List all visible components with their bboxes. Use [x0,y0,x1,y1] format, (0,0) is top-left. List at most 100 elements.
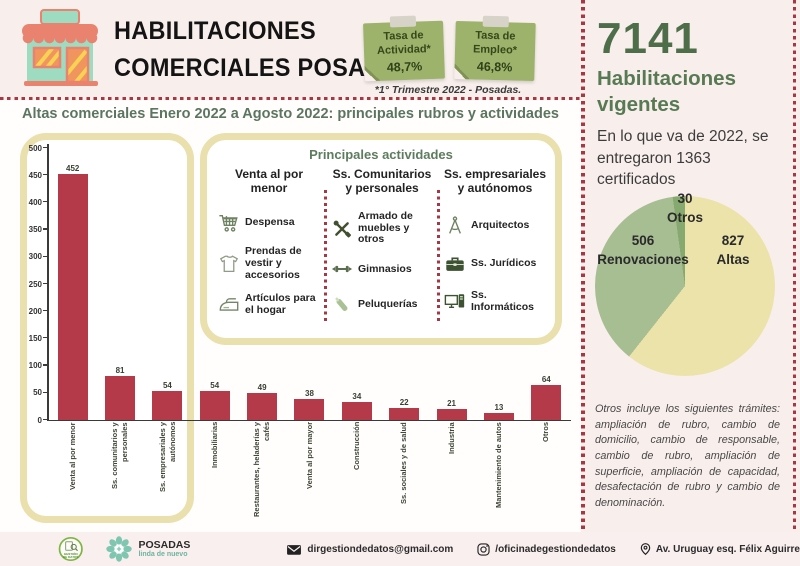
x-tick-label: Restaurantes, heladerías y cafés [252,422,272,518]
contact-address: Av. Uruguay esq. Félix Aguirre [640,542,800,556]
briefcase-icon [443,252,467,276]
pie-name-altas: Altas [716,251,750,267]
svg-text:GESTIÓN: GESTIÓN [64,551,78,556]
bar-value-label: 81 [115,365,125,375]
activity-items: Armado de muebles y otros Gimnasios Peluqu… [330,200,434,328]
tall-highlight-box [20,133,194,523]
activity-label: Armado de muebles y otros [358,209,413,246]
activities-box: Principales actividades Venta al por men… [200,133,562,345]
y-tick-label: 150 [28,333,42,343]
bar-slot: 64 [523,375,570,420]
activity-label: Prendas de vestir y accesorios [245,245,302,281]
x-tick-label: Inmobiliarias [209,422,219,469]
pie-label-altas: 827 Altas [691,232,775,270]
bar [436,408,467,420]
activity-item: Artículos para el hogar [217,292,321,317]
activities-columns: Venta al por menor Despensa Prendas de ves… [207,162,555,328]
x-label-slot: Construcción [333,422,380,520]
activity-column: Ss. Comunitarios y personales Armado de m… [330,166,434,328]
y-tick-mark [43,228,47,230]
bar-slot: 38 [286,389,333,420]
activities-title: Principales actividades [309,147,453,162]
x-label-slot: Mantenimiento de autos [475,422,522,520]
bar [341,401,372,420]
activity-items: Arquitectos Ss. Jurídicos Ss. Informáticos [443,200,547,328]
y-tick-mark [43,418,47,420]
y-tick-mark [43,146,47,148]
activity-items: Despensa Prendas de vestir y accesorios Ar… [217,200,321,328]
bar [531,385,562,420]
bar [199,390,230,420]
bar-value-label: 54 [162,380,172,390]
right-panel: 7141 Habilitaciones vigentes En lo que v… [585,0,793,532]
envelope-icon [287,544,302,555]
y-tick-label: 250 [28,279,42,289]
y-tick-label: 350 [28,225,42,235]
x-tick-label: Construcción [351,422,361,471]
y-tick-label: 200 [28,306,42,316]
x-tick-label: Otros [541,422,551,443]
bar-slot: 81 [96,366,143,420]
y-tick-label: 100 [28,361,42,371]
bar [389,408,420,420]
vertical-dotted-divider-right [793,0,796,532]
drafting-compass-icon [443,214,467,238]
activity-item: Despensa [217,211,321,235]
activity-item: Prendas de vestir y accesorios [217,245,321,281]
bar-slot: 21 [428,399,475,420]
bars-row: 452 81 54 54 49 38 34 22 21 13 64 [49,140,570,420]
storefront-icon [22,9,98,86]
footer: GESTIÓN DE DATOS POSADAS [0,532,800,566]
y-tick-mark [43,337,47,339]
bar-value-label: 49 [257,383,267,393]
employment-rate-note: Tasa de Empleo* 46,8% [454,20,536,82]
y-tick-mark [43,174,47,176]
x-labels-row: Venta al por menor Ss. comunitarios y per… [49,422,570,520]
plot-area: 452 81 54 54 49 38 34 22 21 13 64 0 50 100 150 200 250 3… [26,140,574,425]
x-label-slot: Ss. sociales y de salud [381,422,428,520]
x-tick-label: Mantenimiento de autos [494,422,504,508]
posadas-logo: POSADAS linda de nuevo [105,535,190,563]
contact-email: dirgestiondedatos@gmail.com [286,543,453,556]
bar-value-label: 34 [352,391,362,401]
bar-value-label: 21 [447,398,456,408]
activity-item: Gimnasios [330,257,434,281]
activity-label: Gimnasios [358,262,412,275]
bar-slot: 13 [475,403,522,420]
x-tick-label: Venta al por menor [67,422,77,490]
x-axis-line [47,419,571,421]
bar [247,393,278,420]
x-label-slot: Otros [523,422,570,520]
vertical-dotted-divider-main [581,0,585,532]
y-tick-mark [43,255,47,257]
bar-value-label: 38 [305,389,314,399]
x-label-slot: Restaurantes, heladerías y cafés [238,422,285,520]
activity-column-heading: Ss. empresariales y autónomos [443,167,547,195]
x-label-slot: Inmobiliarias [191,422,238,520]
bar [57,174,88,420]
bar-value-label: 64 [541,375,551,385]
y-tick-label: 500 [28,143,42,153]
activity-label: Despensa [245,216,295,228]
x-tick-label: Ss. empresariales y autónomos [157,422,177,493]
y-tick-mark [43,391,47,393]
activity-item: Armado de muebles y otros [330,209,434,246]
employment-rate-value: 46,8% [476,59,513,74]
activity-item: Ss. Jurídicos [443,252,547,276]
activity-rate-value: 48,7% [386,58,423,75]
activity-column-heading: Ss. Comunitarios y personales [332,167,432,195]
activity-item: Arquitectos [443,214,547,238]
activity-item: Peluquerías [330,293,434,317]
x-label-slot: Ss. empresariales y autónomos [144,422,191,520]
pie-circle [595,196,775,376]
x-label-slot: Industria [428,422,475,520]
posadas-logo-tagline: linda de nuevo [138,551,188,559]
page-title-line1: HABILITACIONES [114,17,316,45]
activity-rate-note: Tasa de Actividad* 48,7% [363,20,445,82]
activity-label: Arquitectos [471,218,530,231]
bar-value-label: 13 [494,402,504,412]
email-text: dirgestiondedatos@gmail.com [307,543,454,555]
pie-value-otros: 30 [677,191,693,206]
bar [105,375,136,420]
